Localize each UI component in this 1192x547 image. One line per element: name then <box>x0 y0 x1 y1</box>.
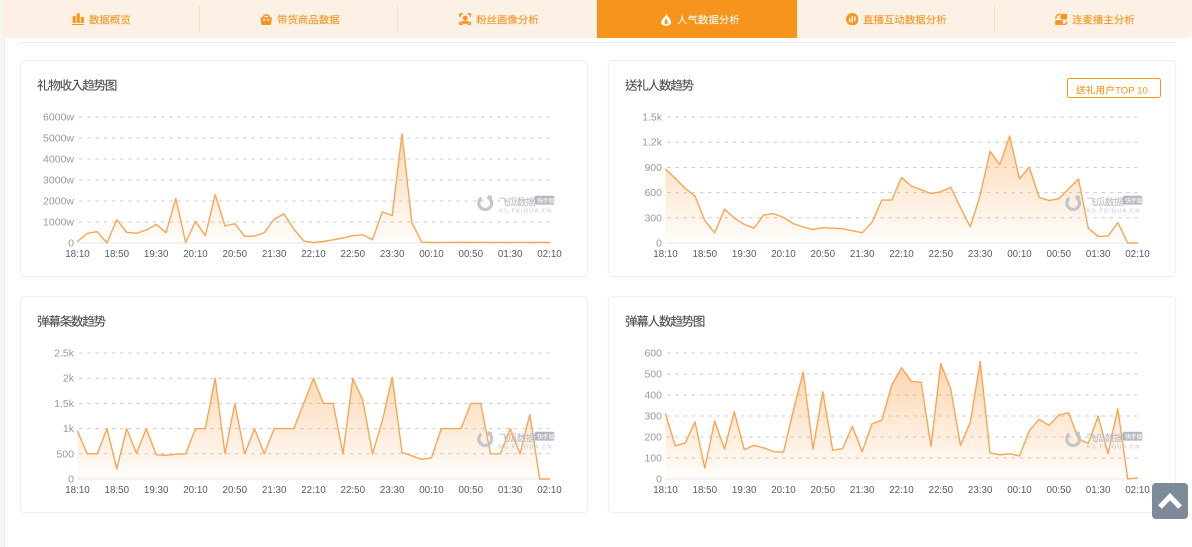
svg-text:18:50: 18:50 <box>105 485 130 496</box>
svg-text:22:50: 22:50 <box>341 485 366 496</box>
svg-text:5000w: 5000w <box>43 133 74 145</box>
svg-text:19:30: 19:30 <box>732 485 757 496</box>
svg-text:00:10: 00:10 <box>1007 249 1032 260</box>
svg-text:0: 0 <box>656 238 662 250</box>
svg-text:02:10: 02:10 <box>1125 485 1150 496</box>
svg-text:0: 0 <box>656 474 662 486</box>
svg-text:23:30: 23:30 <box>380 485 405 496</box>
svg-text:300: 300 <box>644 411 662 423</box>
svg-text:20:10: 20:10 <box>771 485 796 496</box>
svg-text:01:30: 01:30 <box>1086 249 1111 260</box>
svg-text:1.5k: 1.5k <box>54 398 75 410</box>
svg-text:1k: 1k <box>63 423 75 435</box>
svg-text:300: 300 <box>644 212 662 224</box>
svg-text:2000w: 2000w <box>43 196 74 208</box>
svg-text:22:10: 22:10 <box>301 249 326 260</box>
svg-text:600: 600 <box>644 348 662 360</box>
svg-text:100: 100 <box>644 453 662 465</box>
svg-text:20:10: 20:10 <box>183 485 208 496</box>
svg-text:22:10: 22:10 <box>301 485 326 496</box>
svg-text:200: 200 <box>644 432 662 444</box>
svg-text:2k: 2k <box>63 373 75 385</box>
svg-text:01:30: 01:30 <box>498 485 523 496</box>
svg-text:19:30: 19:30 <box>144 485 169 496</box>
svg-text:20:50: 20:50 <box>223 485 248 496</box>
svg-text:22:10: 22:10 <box>889 249 914 260</box>
svg-text:500: 500 <box>644 369 662 381</box>
svg-text:KS.FEIGUA.CN: KS.FEIGUA.CN <box>1087 444 1141 450</box>
svg-text:19:30: 19:30 <box>144 249 169 260</box>
svg-text:18:50: 18:50 <box>693 249 718 260</box>
svg-text:2.5k: 2.5k <box>54 348 75 360</box>
svg-text:23:30: 23:30 <box>968 485 993 496</box>
svg-text:600: 600 <box>644 187 662 199</box>
svg-text:20:10: 20:10 <box>771 249 796 260</box>
svg-text:20:50: 20:50 <box>811 249 836 260</box>
svg-text:21:30: 21:30 <box>262 249 287 260</box>
svg-text:02:10: 02:10 <box>537 249 562 260</box>
svg-text:KS.FEIGUA.CN: KS.FEIGUA.CN <box>499 444 553 450</box>
svg-text:18:10: 18:10 <box>653 249 678 260</box>
svg-text:00:50: 00:50 <box>1047 249 1072 260</box>
svg-text:23:30: 23:30 <box>380 249 405 260</box>
svg-text:900: 900 <box>644 162 662 174</box>
svg-text:1000w: 1000w <box>43 217 74 229</box>
svg-text:00:50: 00:50 <box>459 249 484 260</box>
svg-text:21:30: 21:30 <box>262 485 287 496</box>
svg-text:KS.FEIGUA.CN: KS.FEIGUA.CN <box>499 208 553 214</box>
svg-text:0: 0 <box>68 474 74 486</box>
svg-text:00:10: 00:10 <box>1007 485 1032 496</box>
svg-text:22:50: 22:50 <box>929 249 954 260</box>
svg-text:02:10: 02:10 <box>1125 249 1150 260</box>
svg-text:3000w: 3000w <box>43 175 74 187</box>
svg-text:22:10: 22:10 <box>889 485 914 496</box>
svg-text:KS.FEIGUA.CN: KS.FEIGUA.CN <box>1087 208 1141 214</box>
svg-text:18:10: 18:10 <box>653 485 678 496</box>
svg-text:02:10: 02:10 <box>537 485 562 496</box>
svg-text:22:50: 22:50 <box>341 249 366 260</box>
svg-text:21:30: 21:30 <box>850 249 875 260</box>
svg-text:23:30: 23:30 <box>968 249 993 260</box>
svg-text:18:10: 18:10 <box>65 249 90 260</box>
svg-text:01:30: 01:30 <box>498 249 523 260</box>
svg-text:6000w: 6000w <box>43 112 74 124</box>
svg-text:1.5k: 1.5k <box>642 112 663 124</box>
svg-text:20:10: 20:10 <box>183 249 208 260</box>
svg-text:00:10: 00:10 <box>419 249 444 260</box>
svg-text:00:50: 00:50 <box>1047 485 1072 496</box>
svg-text:00:50: 00:50 <box>459 485 484 496</box>
svg-text:500: 500 <box>56 448 74 460</box>
svg-text:0: 0 <box>68 238 74 250</box>
svg-text:22:50: 22:50 <box>929 485 954 496</box>
svg-text:19:30: 19:30 <box>732 249 757 260</box>
svg-text:18:50: 18:50 <box>105 249 130 260</box>
svg-text:21:30: 21:30 <box>850 485 875 496</box>
svg-text:00:10: 00:10 <box>419 485 444 496</box>
svg-text:400: 400 <box>644 390 662 402</box>
svg-text:18:50: 18:50 <box>693 485 718 496</box>
svg-text:20:50: 20:50 <box>223 249 248 260</box>
svg-text:1.2k: 1.2k <box>642 137 663 149</box>
svg-text:20:50: 20:50 <box>811 485 836 496</box>
svg-text:01:30: 01:30 <box>1086 485 1111 496</box>
svg-text:4000w: 4000w <box>43 154 74 166</box>
svg-text:TOP 10: TOP 10 <box>1115 85 1148 96</box>
svg-text:18:10: 18:10 <box>65 485 90 496</box>
